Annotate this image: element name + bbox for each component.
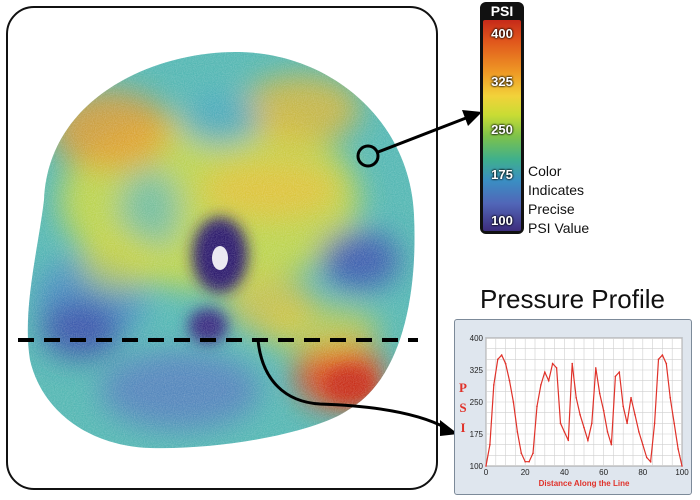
y-tick-label: 175 [470,430,484,439]
caption-line: PSI Value [528,220,590,236]
data-point [645,456,648,459]
data-point [657,358,660,361]
colorbar-tick: 100 [491,213,513,228]
data-point [665,362,668,365]
data-point [536,405,538,408]
data-point [661,354,664,356]
data-point [575,396,577,399]
data-point [638,431,640,433]
data-point [504,362,507,365]
colorbar-gradient [483,20,521,231]
y-axis-label-letter: I [460,420,465,435]
y-tick-label: 250 [470,398,484,407]
data-point [512,401,515,403]
data-point [520,452,523,455]
data-point [610,443,613,446]
colorbar-tick: 400 [491,26,513,41]
data-point [524,460,526,463]
data-point [567,439,570,442]
data-point [598,392,601,395]
y-tick-label: 100 [470,462,484,471]
y-tick-label: 400 [470,334,484,343]
data-point [516,431,519,433]
data-point [622,405,624,408]
data-point [544,371,546,373]
data-point [496,358,499,361]
data-point [634,414,636,416]
data-point [594,367,597,369]
x-tick-label: 60 [599,468,608,477]
data-point [614,375,617,378]
data-point [489,443,491,446]
data-point [602,409,605,412]
data-point [677,448,679,450]
data-point [669,396,672,399]
caption-line: Indicates [528,182,585,198]
x-axis-label: Distance Along the Line [539,479,630,488]
data-point [540,384,542,386]
pointer-arrowhead [462,110,482,126]
data-point [559,422,562,425]
colorbar-tick: 250 [491,122,513,137]
data-point [500,354,503,356]
data-point [583,426,585,429]
data-point [579,414,581,416]
data-point [571,362,574,365]
data-point [508,379,511,382]
profile-connector-arrowhead [440,420,458,436]
data-point [606,431,609,433]
x-tick-label: 80 [638,468,647,477]
colorbar-tick: 175 [491,167,513,182]
data-point [587,439,589,442]
data-point [493,384,495,386]
data-point [681,465,683,467]
data-point [532,452,534,455]
colorbar-title: PSI [490,3,514,19]
x-tick-label: 100 [675,468,689,477]
pressure-map-disc [27,52,415,449]
data-point [528,460,530,463]
data-point [653,422,656,425]
colorbar-caption: Color Indicates Precise PSI Value [528,162,589,238]
caption-line: Color [528,163,562,179]
data-point [673,422,675,425]
data-point [547,379,550,382]
profile-connector [256,339,447,430]
x-tick-label: 20 [521,468,530,477]
data-point [649,460,652,463]
data-point [618,371,621,373]
data-point [555,367,558,369]
caption-line: Precise [528,201,575,217]
colorbar-tick: 325 [491,74,513,89]
y-axis-label-letter: P [459,380,467,395]
data-point [485,465,487,467]
data-point [630,396,632,399]
data-point [563,431,566,433]
pointer-arrow-line [377,116,467,154]
y-tick-label: 325 [470,366,484,375]
profile-title: Pressure Profile [480,284,665,314]
data-point [551,362,554,365]
data-point [626,422,628,425]
sample-point-marker [356,144,380,168]
x-tick-label: 0 [484,468,489,477]
data-point [642,443,644,446]
x-tick-label: 40 [560,468,569,477]
y-axis-label-letter: S [459,400,466,415]
data-point [591,422,593,425]
